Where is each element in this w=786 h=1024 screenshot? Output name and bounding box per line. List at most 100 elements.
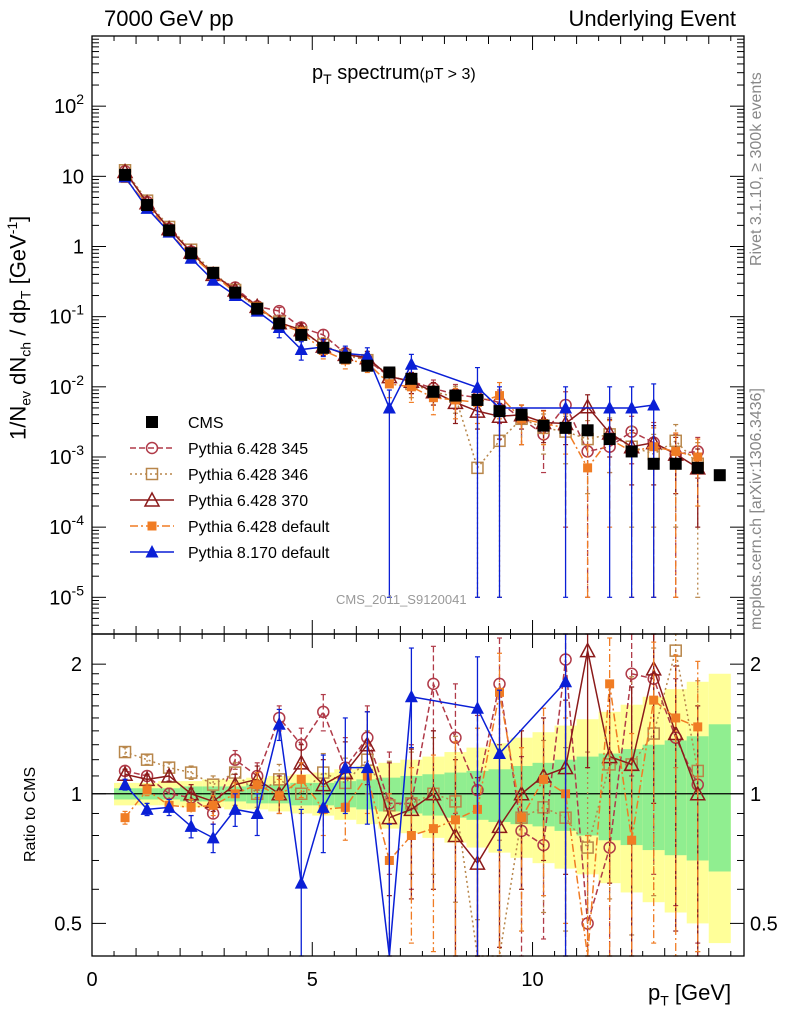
data-point [228,802,242,815]
ratio-y-tick-label-left: 2 [71,654,82,676]
data-point [671,713,681,723]
data-point [162,800,176,813]
data-point [404,689,418,703]
legend: CMS Pythia 6.428 345 Pythia 6.428 346 Pythi… [130,415,330,562]
x-tick-label: 10 [521,969,543,991]
data-point [627,835,637,845]
data-point [317,705,330,719]
data-point [603,400,617,414]
data-point [693,452,703,462]
data-point [273,317,286,330]
legend-label: Pythia 8.170 default [188,545,330,562]
legend-marker [145,545,159,558]
data-point [382,400,396,414]
data-point [163,224,176,237]
data-point [428,824,438,834]
data-point [406,382,416,392]
legend-label: Pythia 6.428 370 [188,493,308,510]
main-series-group [116,162,726,598]
data-point [251,302,264,315]
data-point [450,815,460,825]
data-point [140,753,154,766]
main-ylabel: 1/Nev dNch / dpT [GeV-1] [4,215,34,440]
legend-marker [145,441,159,455]
data-point [206,778,220,791]
data-point [581,424,594,437]
ratio-y-tick-label-right: 1 [750,784,761,806]
data-point [403,800,420,817]
y-tick-label: 10-1 [49,302,84,329]
data-point [559,400,573,414]
data-point [671,446,681,456]
data-point [517,813,527,823]
chart-title-sub: T [323,71,332,87]
header-left: 7000 GeV pp [104,6,234,31]
x-tick-label: 0 [86,969,97,991]
series-cms [119,168,726,482]
data-point [338,760,352,774]
ratio-y-tick-label-left: 1 [71,784,82,806]
y-tick-label: 1 [73,236,84,258]
data-point [647,398,661,411]
data-point [471,393,484,406]
data-point [120,813,130,823]
data-point [142,785,152,795]
data-point [625,667,638,680]
data-point [272,717,286,730]
data-point [384,379,394,389]
data-point [296,774,306,784]
series-line [124,683,699,957]
y-tick-label: 10 [62,166,84,188]
chart-title-main: p [312,62,324,84]
series-line [124,650,699,865]
data-point [493,746,506,760]
data-point [603,433,616,446]
legend-item: Pythia 8.170 default [130,545,330,562]
legend-item: Pythia 6.428 345 [130,441,308,458]
data-point [605,679,615,689]
data-point [625,400,639,414]
legend-item: Pythia 6.428 default [130,519,330,536]
legend-label: CMS [188,415,224,432]
data-point [515,408,528,421]
data-point [361,359,374,372]
legend-marker [143,491,161,507]
data-point [360,348,374,361]
data-point [160,767,178,783]
data-point [119,168,132,181]
data-point [406,831,416,841]
data-point [427,677,440,691]
legend-marker [146,416,158,428]
data-point [186,802,196,812]
watermark: CMS_2011_S9120041 [336,592,467,607]
data-point [207,266,220,279]
data-point [294,876,308,889]
data-point [449,389,462,402]
ratio-y-tick-label-right: 2 [750,654,761,676]
data-point [470,701,484,714]
data-point [206,273,220,286]
data-point [252,780,262,790]
data-point [405,372,418,385]
data-point [118,777,132,791]
data-point [493,405,506,418]
data-point [339,351,352,364]
data-point [228,753,242,766]
data-point [208,800,218,810]
data-point [295,328,308,341]
legend-label: Pythia 6.428 345 [188,441,308,458]
data-point [693,722,703,732]
data-point [537,419,550,432]
ratio-frame [91,633,745,957]
data-point [141,199,154,212]
x-tick-label: 5 [307,969,318,991]
x-axis-label: pT [GeV] [648,980,732,1009]
data-point [579,398,596,414]
data-point [185,247,198,260]
data-point [539,774,549,784]
data-point [316,800,330,813]
data-point [404,357,418,370]
data-point [184,819,198,832]
data-point [317,341,330,354]
